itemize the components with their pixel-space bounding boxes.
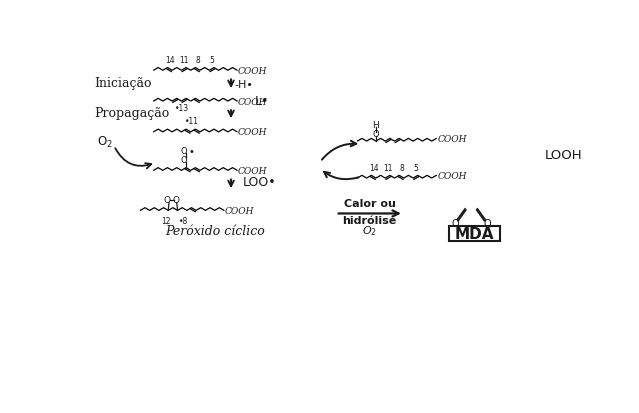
Text: Iniciação: Iniciação [94,77,151,90]
Text: 11: 11 [179,56,189,65]
Text: O: O [173,196,180,204]
Text: $O_2$: $O_2$ [362,223,377,237]
Text: 14: 14 [165,56,174,65]
Text: Calor ou: Calor ou [344,199,396,209]
Text: 14: 14 [369,164,378,173]
Text: -H•: -H• [234,80,253,90]
Text: O: O [163,196,170,204]
Text: O: O [373,130,379,138]
Text: 8: 8 [196,56,200,65]
Text: •13: •13 [175,104,189,113]
Text: •: • [189,146,194,157]
Text: O: O [180,147,187,156]
Text: LOO•: LOO• [243,175,276,188]
Text: hidrólise: hidrólise [343,216,397,225]
Text: L•: L• [254,95,268,107]
Text: H: H [373,120,380,129]
Text: COOH: COOH [437,135,466,144]
Text: O: O [180,156,187,165]
Text: 5: 5 [209,56,214,65]
Text: COOH: COOH [238,97,268,106]
Text: COOH: COOH [238,128,268,137]
Text: 8: 8 [399,164,404,173]
Text: 11: 11 [383,164,392,173]
Text: LOOH: LOOH [545,149,583,162]
Text: Peróxido cíclico: Peróxido cíclico [166,225,265,237]
Text: O: O [451,218,459,228]
Text: COOH: COOH [238,166,268,176]
Bar [449,226,500,242]
Text: 5: 5 [413,164,418,173]
Text: COOH: COOH [437,171,466,180]
Text: O$_2$: O$_2$ [96,134,112,149]
Text: •11: •11 [185,117,199,126]
Text: Propagação: Propagação [94,107,169,120]
Text: COOH: COOH [225,206,254,215]
Text: 12: 12 [161,216,171,225]
Text: MDA: MDA [454,226,494,241]
Text: COOH: COOH [238,66,268,76]
FancyArrowPatch shape [115,149,151,169]
Text: •8: •8 [179,216,189,225]
Text: O: O [484,218,491,228]
